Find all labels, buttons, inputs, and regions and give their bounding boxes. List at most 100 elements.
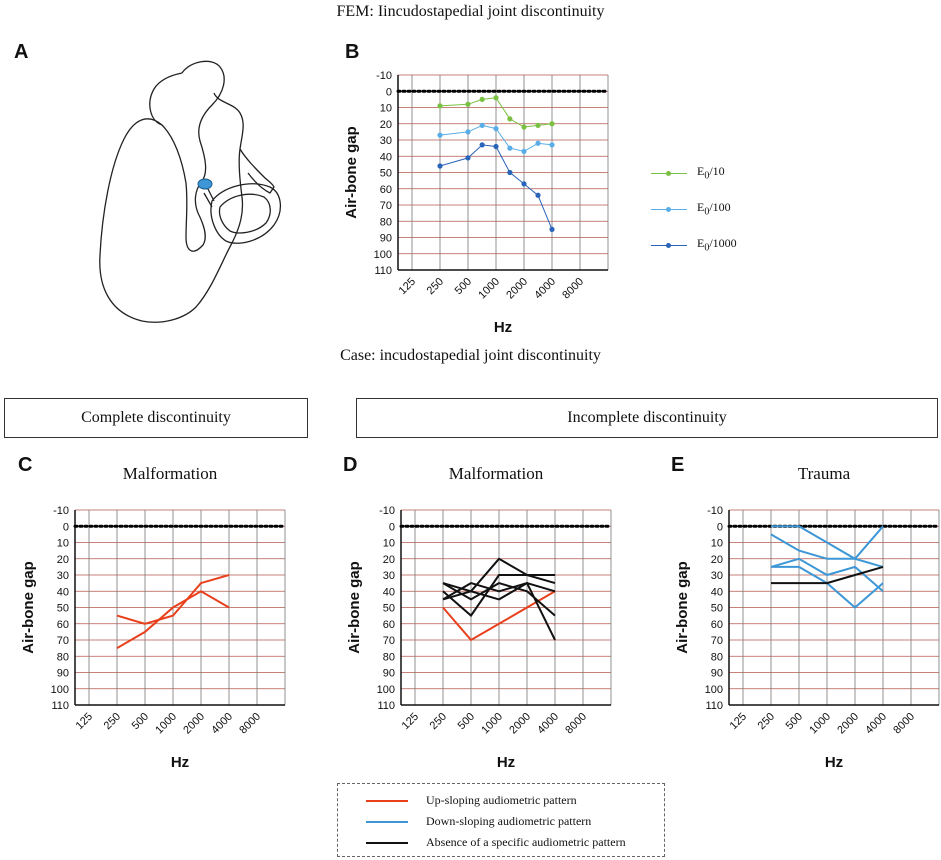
- y-axis-label: Air-bone gap: [20, 561, 37, 654]
- y-tick-label: 60: [57, 619, 69, 631]
- chart-c: -10 0 10 20 30 40 50 60 70 80 90 100 110 125 250 500 100…: [20, 505, 287, 771]
- legend-b-swatch: [651, 206, 687, 212]
- legend-b: E0/10 E0/100 E0/1000: [651, 155, 791, 263]
- x-tick-label: 250: [425, 276, 446, 297]
- y-tick-label: 0: [389, 521, 395, 533]
- data-point: [479, 122, 485, 128]
- x-axis-label: Hz: [494, 319, 512, 336]
- y-tick-label: 0: [386, 86, 392, 98]
- x-tick-label: 4000: [863, 711, 889, 737]
- y-tick-label: 10: [383, 538, 395, 550]
- x-tick-label: 250: [756, 711, 777, 732]
- data-point: [549, 226, 555, 232]
- data-point: [465, 129, 471, 135]
- legend-b-swatch: [651, 170, 687, 176]
- x-axis-label: Hz: [497, 754, 515, 771]
- data-point: [493, 126, 499, 132]
- top-caption: FEM: Iincudostapedial joint discontinuit…: [336, 3, 605, 20]
- data-point: [437, 103, 443, 109]
- panel-letter-b: B: [345, 41, 360, 63]
- x-tick-label: 250: [428, 711, 449, 732]
- joint-marker: [197, 178, 213, 190]
- y-axis-label: Air-bone gap: [346, 561, 363, 654]
- y-tick-label: 0: [717, 521, 723, 533]
- y-tick-label: 40: [711, 586, 723, 598]
- y-tick-label: 20: [383, 554, 395, 566]
- legend-b-item-e0-100: E0/100: [651, 191, 791, 227]
- y-tick-label: 60: [380, 184, 392, 196]
- data-point: [507, 145, 513, 151]
- stapes-outer: [210, 183, 281, 244]
- chart-c-title: Malformation: [122, 464, 218, 483]
- chart-e: -10 0 10 20 30 40 50 60 70 80 90 100 110 125 250 500 100…: [674, 505, 941, 771]
- legend-swatch: [366, 820, 408, 823]
- data-point: [521, 148, 527, 154]
- legend-label: Up-sloping audiometric pattern: [426, 793, 577, 807]
- y-tick-label: 50: [711, 603, 723, 615]
- y-tick-label: 60: [711, 619, 723, 631]
- y-tick-label: 20: [711, 554, 723, 566]
- y-tick-label: 30: [380, 135, 392, 147]
- y-tick-label: -10: [376, 70, 392, 82]
- x-tick-label: 125: [400, 711, 421, 732]
- data-point: [493, 95, 499, 101]
- chart-d: -10 0 10 20 30 40 50 60 70 80 90 100 110 125 250 500 100…: [346, 505, 613, 771]
- y-tick-label: -10: [707, 505, 723, 517]
- series-line: [771, 565, 884, 585]
- y-tick-label: 100: [705, 684, 723, 696]
- y-tick-label: 70: [57, 635, 69, 647]
- series-line: [442, 581, 556, 641]
- y-tick-label: 70: [383, 635, 395, 647]
- x-tick-label: 1000: [153, 711, 179, 737]
- legend-item-absence: Absence of a specific audiometric patter…: [338, 832, 664, 853]
- y-tick-label: 20: [57, 554, 69, 566]
- x-axis-label: Hz: [825, 754, 843, 771]
- y-tick-label: 80: [380, 216, 392, 228]
- x-tick-label: 1000: [476, 276, 502, 302]
- y-axis-label: Air-bone gap: [674, 561, 691, 654]
- x-tick-label: 8000: [891, 711, 917, 737]
- box-complete-discontinuity: Complete discontinuity: [4, 398, 308, 438]
- legend-item-up-sloping: Up-sloping audiometric pattern: [338, 790, 664, 811]
- x-axis-label: Hz: [171, 754, 189, 771]
- y-tick-label: 50: [380, 168, 392, 180]
- data-point: [549, 121, 555, 127]
- x-tick-label: 125: [74, 711, 95, 732]
- legend-b-item-e0-10: E0/10: [651, 155, 791, 191]
- y-tick-label: -10: [53, 505, 69, 517]
- y-tick-label: 100: [377, 684, 395, 696]
- y-tick-label: 10: [711, 538, 723, 550]
- y-tick-label: 90: [380, 233, 392, 245]
- y-tick-label: 20: [380, 119, 392, 131]
- lenticular-process: [149, 72, 183, 126]
- x-tick-label: 8000: [563, 711, 589, 737]
- y-tick-label: 50: [57, 603, 69, 615]
- x-tick-label: 2000: [504, 276, 530, 302]
- series-line: [442, 582, 556, 601]
- x-tick-label: 500: [130, 711, 151, 732]
- x-tick-label: 4000: [535, 711, 561, 737]
- panel-letter-c: C: [18, 454, 33, 476]
- data-point: [465, 155, 471, 161]
- data-point: [507, 169, 513, 176]
- legend-b-label: E0/1000: [697, 236, 737, 254]
- y-tick-label: 30: [383, 570, 395, 582]
- y-tick-label: 40: [57, 586, 69, 598]
- y-tick-label: 30: [57, 570, 69, 582]
- legend-label: Down-sloping audiometric pattern: [426, 814, 592, 828]
- y-tick-label: 10: [57, 538, 69, 550]
- y-tick-label: 10: [380, 103, 392, 115]
- chart-b: -10 0 10 20 30 40 50 60 70 80 90 100 110 125 250 500 100…: [343, 70, 610, 336]
- legend-b-label: E0/10: [697, 164, 725, 182]
- long-process: [239, 148, 275, 194]
- y-tick-label: 40: [380, 151, 392, 163]
- x-tick-label: 125: [397, 276, 418, 297]
- data-point: [479, 142, 485, 148]
- x-tick-label: 8000: [237, 711, 263, 737]
- data-point: [437, 132, 443, 138]
- series-line: [770, 533, 884, 568]
- x-tick-label: 500: [784, 711, 805, 732]
- x-tick-label: 2000: [181, 711, 207, 737]
- x-tick-label: 1000: [479, 711, 505, 737]
- mid-caption: Case: incudostapedial joint discontinuit…: [340, 347, 601, 364]
